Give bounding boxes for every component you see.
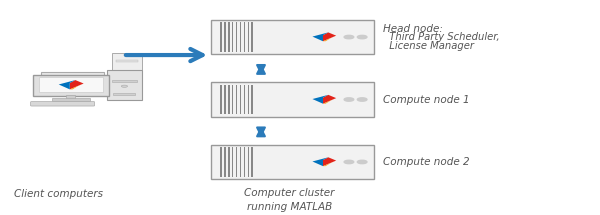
Bar [236,147,238,177]
Bar [248,85,249,114]
Bar [251,147,253,177]
Circle shape [344,35,354,39]
Circle shape [121,85,128,87]
Bar [220,22,222,52]
FancyBboxPatch shape [41,72,104,89]
Text: License Manager: License Manager [383,40,474,51]
Bar [251,22,253,52]
Bar [232,85,233,114]
Polygon shape [59,80,76,89]
FancyBboxPatch shape [31,102,95,106]
Bar [240,85,241,114]
Bar [244,85,245,114]
Polygon shape [323,95,336,104]
Bar [220,147,222,177]
FancyBboxPatch shape [107,70,142,100]
Bar [112,80,137,82]
Bar [244,22,245,52]
Polygon shape [313,95,328,104]
Polygon shape [323,32,336,41]
Bar [228,147,229,177]
Polygon shape [323,157,336,166]
Circle shape [344,98,354,101]
Bar [66,95,75,99]
FancyBboxPatch shape [33,75,109,96]
Bar [236,22,238,52]
FancyBboxPatch shape [40,77,103,92]
Bar [244,147,245,177]
Bar [240,22,241,52]
Bar [228,85,229,114]
Text: Client computers: Client computers [14,189,103,199]
Bar [232,22,233,52]
Bar [70,89,76,91]
Polygon shape [313,32,328,41]
Text: Third Party Scheduler,: Third Party Scheduler, [383,32,499,42]
Bar [220,85,222,114]
Bar [116,60,138,62]
Bar [248,147,249,177]
Circle shape [358,98,367,101]
Polygon shape [323,98,336,104]
Bar [251,85,253,114]
FancyBboxPatch shape [211,145,374,179]
Bar [240,147,241,177]
Polygon shape [70,80,83,89]
Polygon shape [323,161,336,166]
Text: Compute node 1: Compute node 1 [383,95,469,104]
Bar [248,22,249,52]
Bar [236,85,238,114]
Bar [224,85,226,114]
Bar [232,147,233,177]
Circle shape [344,160,354,164]
FancyBboxPatch shape [211,82,374,117]
Circle shape [358,160,367,164]
Text: Computer cluster
running MATLAB: Computer cluster running MATLAB [244,188,335,212]
Polygon shape [313,157,328,166]
Polygon shape [323,36,336,41]
FancyBboxPatch shape [52,98,90,101]
FancyBboxPatch shape [113,54,142,70]
Bar [113,93,136,95]
Bar [224,22,226,52]
FancyBboxPatch shape [211,20,374,54]
Circle shape [358,35,367,39]
Text: Head node:: Head node: [383,24,443,34]
Polygon shape [70,83,83,89]
Text: Compute node 2: Compute node 2 [383,157,469,167]
Bar [64,91,82,93]
Bar [228,22,229,52]
Bar [224,147,226,177]
